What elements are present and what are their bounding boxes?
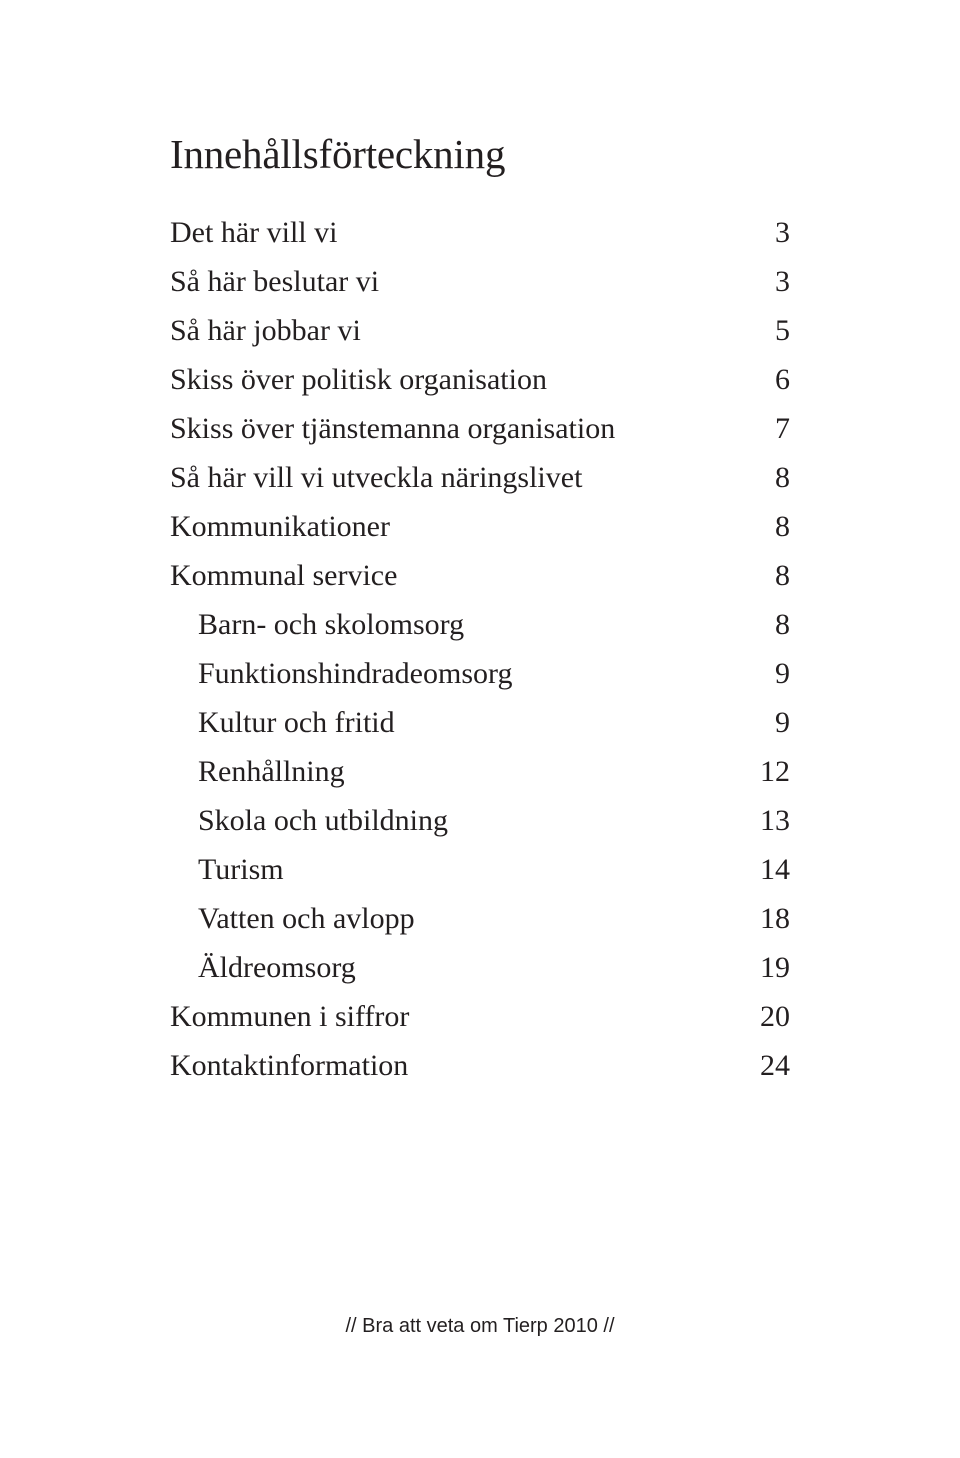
document-page: Innehållsförteckning Det här vill vi3Så … xyxy=(0,0,960,1458)
toc-row-label: Så här beslutar vi xyxy=(170,267,379,297)
toc-row: Turism 14 xyxy=(170,855,790,885)
toc-row-page-number: 12 xyxy=(740,757,790,787)
toc-row-page-number: 8 xyxy=(740,463,790,493)
toc-title: Innehållsförteckning xyxy=(170,130,790,178)
toc-row: Skola och utbildning 13 xyxy=(170,806,790,836)
toc-row-page-number: 6 xyxy=(740,365,790,395)
toc-row-page-number: 14 xyxy=(740,855,790,885)
toc-row-label: Skiss över tjänstemanna organisation xyxy=(170,414,615,444)
toc-row-label: Renhållning xyxy=(198,757,345,787)
toc-row-page-number: 3 xyxy=(740,267,790,297)
toc-row-page-number: 3 xyxy=(740,218,790,248)
toc-row: Kommunal service 8 xyxy=(170,561,790,591)
toc-row-page-number: 5 xyxy=(740,316,790,346)
toc-row-label: Skola och utbildning xyxy=(198,806,448,836)
toc-row-label: Så här vill vi utveckla näringslivet xyxy=(170,463,582,493)
toc-row-label: Kommunal service xyxy=(170,561,397,591)
toc-row-label: Så här jobbar vi xyxy=(170,316,361,346)
toc-row-label: Kultur och fritid xyxy=(198,708,395,738)
toc-row-page-number: 8 xyxy=(740,561,790,591)
toc-row-label: Turism xyxy=(198,855,284,885)
toc-row-label: Kontaktinformation xyxy=(170,1051,408,1081)
toc-row-page-number: 20 xyxy=(740,1002,790,1032)
toc-row: Kommunen i siffror 20 xyxy=(170,1002,790,1032)
toc-row: Så här jobbar vi 5 xyxy=(170,316,790,346)
toc-row-label: Kommunikationer xyxy=(170,512,390,542)
toc-row: Kontaktinformation 24 xyxy=(170,1051,790,1081)
page-footer: // Bra att veta om Tierp 2010 // xyxy=(0,1315,960,1338)
toc-row-page-number: 8 xyxy=(740,512,790,542)
toc-row: Kultur och fritid 9 xyxy=(170,708,790,738)
toc-row-label: Funktionshindradeomsorg xyxy=(198,659,512,689)
toc-list: Det här vill vi3Så här beslutar vi3Så hä… xyxy=(170,218,790,1081)
toc-row-label: Äldreomsorg xyxy=(198,953,356,983)
toc-row-page-number: 24 xyxy=(740,1051,790,1081)
toc-row: Det här vill vi 3 xyxy=(170,218,790,248)
toc-row: Vatten och avlopp 18 xyxy=(170,904,790,934)
toc-row: Så här beslutar vi 3 xyxy=(170,267,790,297)
toc-row-page-number: 19 xyxy=(740,953,790,983)
toc-row: Renhållning 12 xyxy=(170,757,790,787)
toc-row-label: Det här vill vi xyxy=(170,218,337,248)
toc-row-label: Kommunen i siffror xyxy=(170,1002,409,1032)
toc-row-page-number: 9 xyxy=(740,708,790,738)
toc-row-label: Skiss över politisk organisation xyxy=(170,365,547,395)
toc-row: Funktionshindradeomsorg 9 xyxy=(170,659,790,689)
toc-row: Så här vill vi utveckla näringslivet 8 xyxy=(170,463,790,493)
toc-row-label: Barn- och skolomsorg xyxy=(198,610,464,640)
toc-row-page-number: 9 xyxy=(740,659,790,689)
toc-row-page-number: 18 xyxy=(740,904,790,934)
toc-row-page-number: 13 xyxy=(740,806,790,836)
toc-row-page-number: 7 xyxy=(740,414,790,444)
toc-row: Kommunikationer 8 xyxy=(170,512,790,542)
toc-row: Skiss över politisk organisation 6 xyxy=(170,365,790,395)
toc-row: Skiss över tjänstemanna organisation 7 xyxy=(170,414,790,444)
toc-row-page-number: 8 xyxy=(740,610,790,640)
toc-row: Äldreomsorg 19 xyxy=(170,953,790,983)
toc-row-label: Vatten och avlopp xyxy=(198,904,415,934)
toc-row: Barn- och skolomsorg 8 xyxy=(170,610,790,640)
